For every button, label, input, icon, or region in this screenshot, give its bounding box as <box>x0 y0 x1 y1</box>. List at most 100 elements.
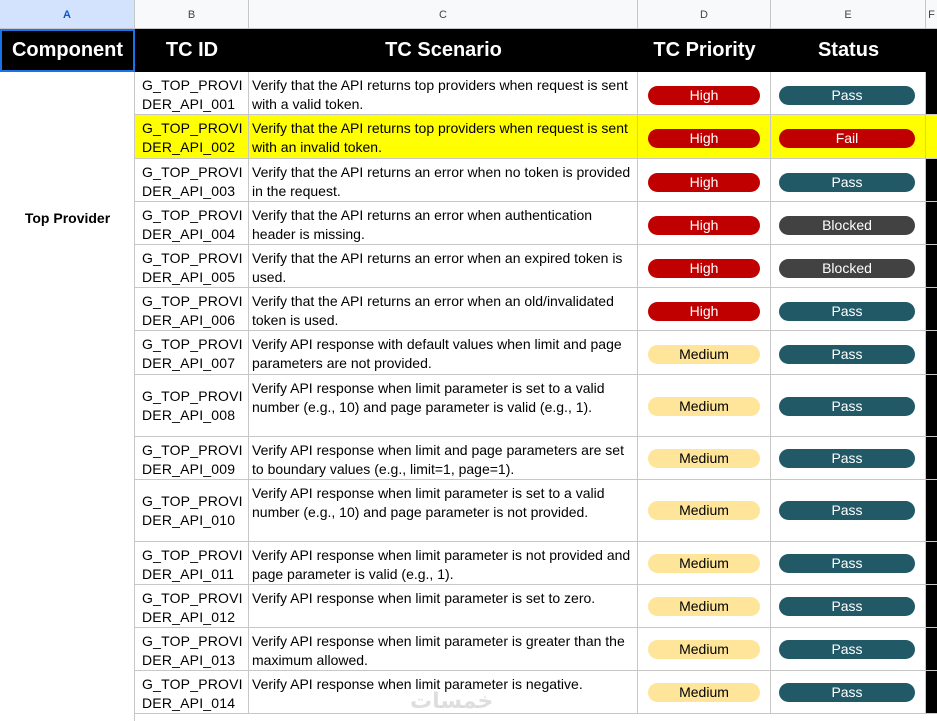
tc-id-cell[interactable]: G_TOP_PROVI DER_API_010 <box>135 480 249 542</box>
column-f-cell[interactable] <box>926 375 937 437</box>
tc-priority-cell[interactable]: Medium <box>638 542 771 585</box>
row-7[interactable]: G_TOP_PROVI DER_API_007 Verify API respon… <box>135 331 937 375</box>
status-chip[interactable]: Pass <box>779 345 915 364</box>
priority-chip[interactable]: Medium <box>648 501 760 520</box>
column-header-f[interactable]: F <box>928 9 935 21</box>
tc-priority-cell[interactable]: Medium <box>638 671 771 714</box>
status-cell[interactable]: Blocked <box>771 245 926 288</box>
tc-priority-cell[interactable]: High <box>638 202 771 245</box>
tc-scenario-cell[interactable]: Verify API response with default values … <box>249 331 638 375</box>
tc-scenario-cell[interactable]: Verify that the API returns an error whe… <box>249 159 638 202</box>
tc-scenario-cell[interactable]: Verify that the API returns top provider… <box>249 72 638 115</box>
status-cell[interactable]: Pass <box>771 159 926 202</box>
tc-priority-cell[interactable]: Medium <box>638 480 771 542</box>
tc-priority-cell[interactable]: High <box>638 245 771 288</box>
status-chip[interactable]: Blocked <box>779 259 915 278</box>
priority-chip[interactable]: Medium <box>648 397 760 416</box>
column-f-cell[interactable] <box>926 437 937 480</box>
status-chip[interactable]: Pass <box>779 397 915 416</box>
status-cell[interactable]: Pass <box>771 331 926 375</box>
tc-id-cell[interactable]: G_TOP_PROVI DER_API_003 <box>135 159 249 202</box>
tc-priority-cell[interactable]: Medium <box>638 375 771 437</box>
row-1[interactable]: G_TOP_PROVI DER_API_001 Verify that the A… <box>135 72 937 115</box>
column-header-c[interactable]: C <box>249 0 638 28</box>
tc-id-cell[interactable]: G_TOP_PROVI DER_API_013 <box>135 628 249 671</box>
status-chip[interactable]: Blocked <box>779 216 915 235</box>
component-cell[interactable]: Top Provider <box>0 72 135 721</box>
column-f-cell[interactable] <box>926 628 937 671</box>
priority-chip[interactable]: Medium <box>648 345 760 364</box>
status-chip[interactable]: Pass <box>779 302 915 321</box>
tc-id-cell[interactable]: G_TOP_PROVI DER_API_002 <box>135 115 249 159</box>
row-11[interactable]: G_TOP_PROVI DER_API_011 Verify API respon… <box>135 542 937 585</box>
status-cell[interactable]: Pass <box>771 437 926 480</box>
status-cell[interactable]: Pass <box>771 585 926 628</box>
status-chip[interactable]: Pass <box>779 554 915 573</box>
header-tc-priority[interactable]: TC Priority <box>653 39 756 61</box>
header-tc-scenario[interactable]: TC Scenario <box>385 39 502 61</box>
priority-chip[interactable]: Medium <box>648 597 760 616</box>
status-chip[interactable]: Pass <box>779 86 915 105</box>
priority-chip[interactable]: Medium <box>648 449 760 468</box>
tc-scenario-cell[interactable]: Verify API response when limit parameter… <box>249 628 638 671</box>
tc-scenario-cell[interactable]: Verify that the API returns top provider… <box>249 115 638 159</box>
priority-chip[interactable]: High <box>648 216 760 235</box>
status-chip[interactable]: Pass <box>779 683 915 702</box>
tc-scenario-cell[interactable]: Verify that the API returns an error whe… <box>249 245 638 288</box>
tc-priority-cell[interactable]: Medium <box>638 585 771 628</box>
column-f-cell[interactable] <box>926 331 937 375</box>
tc-id-cell[interactable]: G_TOP_PROVI DER_API_005 <box>135 245 249 288</box>
column-f-cell[interactable] <box>926 480 937 542</box>
column-f-cell[interactable] <box>926 72 937 115</box>
tc-priority-cell[interactable]: High <box>638 159 771 202</box>
row-12[interactable]: G_TOP_PROVI DER_API_012 Verify API respon… <box>135 585 937 628</box>
tc-scenario-cell[interactable]: Verify API response when limit parameter… <box>249 542 638 585</box>
tc-scenario-cell[interactable]: Verify that the API returns an error whe… <box>249 288 638 331</box>
tc-id-cell[interactable]: G_TOP_PROVI DER_API_004 <box>135 202 249 245</box>
row-8[interactable]: G_TOP_PROVI DER_API_008 Verify API respon… <box>135 375 937 437</box>
row-2[interactable]: G_TOP_PROVI DER_API_002 Verify that the A… <box>135 115 937 159</box>
status-chip[interactable]: Pass <box>779 449 915 468</box>
header-tc-id[interactable]: TC ID <box>165 39 219 61</box>
priority-chip[interactable]: Medium <box>648 640 760 659</box>
status-cell[interactable]: Pass <box>771 628 926 671</box>
priority-chip[interactable]: High <box>648 302 760 321</box>
status-cell[interactable]: Pass <box>771 542 926 585</box>
tc-priority-cell[interactable]: High <box>638 72 771 115</box>
column-f-cell[interactable] <box>926 245 937 288</box>
tc-id-cell[interactable]: G_TOP_PROVI DER_API_007 <box>135 331 249 375</box>
column-f-cell[interactable] <box>926 671 937 714</box>
status-cell[interactable]: Pass <box>771 480 926 542</box>
priority-chip[interactable]: High <box>648 173 760 192</box>
tc-id-cell[interactable]: G_TOP_PROVI DER_API_014 <box>135 671 249 714</box>
column-header-a[interactable]: A <box>0 0 135 28</box>
column-f-cell[interactable] <box>926 202 937 245</box>
status-cell[interactable]: Pass <box>771 72 926 115</box>
column-f-cell[interactable] <box>926 159 937 202</box>
tc-id-cell[interactable]: G_TOP_PROVI DER_API_011 <box>135 542 249 585</box>
column-header-d[interactable]: D <box>638 0 771 28</box>
tc-scenario-cell[interactable]: Verify API response when limit parameter… <box>249 375 638 437</box>
column-header-b[interactable]: B <box>135 0 249 28</box>
tc-id-cell[interactable]: G_TOP_PROVI DER_API_009 <box>135 437 249 480</box>
status-chip[interactable]: Fail <box>779 129 915 148</box>
status-chip[interactable]: Pass <box>779 173 915 192</box>
column-header-e[interactable]: E <box>771 0 926 28</box>
row-9[interactable]: G_TOP_PROVI DER_API_009 Verify API respon… <box>135 437 937 480</box>
tc-priority-cell[interactable]: High <box>638 288 771 331</box>
header-component[interactable]: Component <box>0 29 135 72</box>
row-5[interactable]: G_TOP_PROVI DER_API_005 Verify that the A… <box>135 245 937 288</box>
tc-scenario-cell[interactable]: Verify API response when limit parameter… <box>249 585 638 628</box>
row-14[interactable]: G_TOP_PROVI DER_API_014 Verify API respon… <box>135 671 937 714</box>
tc-priority-cell[interactable]: Medium <box>638 331 771 375</box>
status-chip[interactable]: Pass <box>779 501 915 520</box>
tc-scenario-cell[interactable]: Verify API response when limit parameter… <box>249 480 638 542</box>
row-3[interactable]: G_TOP_PROVI DER_API_003 Verify that the A… <box>135 159 937 202</box>
tc-id-cell[interactable]: G_TOP_PROVI DER_API_012 <box>135 585 249 628</box>
tc-priority-cell[interactable]: Medium <box>638 628 771 671</box>
tc-scenario-cell[interactable]: Verify that the API returns an error whe… <box>249 202 638 245</box>
status-cell[interactable]: Pass <box>771 671 926 714</box>
header-status[interactable]: Status <box>817 39 880 61</box>
tc-id-cell[interactable]: G_TOP_PROVI DER_API_001 <box>135 72 249 115</box>
status-cell[interactable]: Pass <box>771 375 926 437</box>
